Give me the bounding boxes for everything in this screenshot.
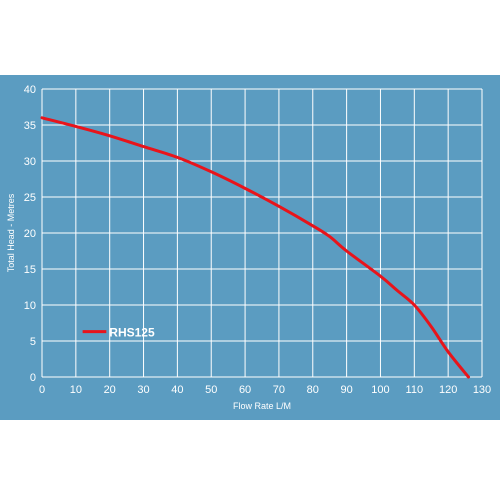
x-axis-ticks: 0 10 20 30 40 50 60 70 80 90 100 110 120 130: [39, 384, 491, 396]
y-tick-label-40: 40: [24, 84, 36, 96]
x-tick-label-80: 80: [307, 384, 319, 396]
x-tick-label-20: 20: [104, 384, 116, 396]
y-tick-label-15: 15: [24, 264, 36, 276]
y-tick-label-5: 5: [30, 336, 36, 348]
x-tick-label-50: 50: [205, 384, 217, 396]
x-tick-label-100: 100: [371, 384, 389, 396]
series-line-0: [40, 116, 470, 379]
series-group: [40, 116, 470, 379]
legend-label: RHS125: [109, 326, 155, 340]
y-tick-label-10: 10: [24, 300, 36, 312]
grid-lines: [41, 88, 483, 378]
x-tick-label-10: 10: [70, 384, 82, 396]
x-tick-label-90: 90: [340, 384, 352, 396]
x-tick-label-110: 110: [406, 384, 424, 396]
x-tick-label-120: 120: [439, 384, 457, 396]
x-tick-label-30: 30: [137, 384, 149, 396]
y-axis-ticks: 0 5 10 15 20 25 30 35 40: [24, 84, 36, 384]
x-tick-label-0: 0: [39, 384, 45, 396]
y-tick-label-30: 30: [24, 156, 36, 168]
y-tick-label-35: 35: [24, 120, 36, 132]
y-tick-label-25: 25: [24, 192, 36, 204]
x-tick-label-70: 70: [273, 384, 285, 396]
line-chart: 0 5 10 15 20 25 30 35 40 0 10 20 30 40 50 60 70 80 90 100 1…: [6, 84, 491, 411]
legend: RHS125: [82, 326, 155, 340]
x-axis-title: Flow Rate L/M: [233, 401, 291, 411]
y-tick-label-0: 0: [30, 372, 36, 384]
x-tick-label-130: 130: [473, 384, 491, 396]
y-tick-label-20: 20: [24, 228, 36, 240]
x-tick-label-40: 40: [171, 384, 183, 396]
y-axis-title: Total Head - Metres: [6, 193, 16, 272]
chart-panel: 0 5 10 15 20 25 30 35 40 0 10 20 30 40 50 60 70 80 90 100 1…: [0, 75, 500, 420]
x-tick-label-60: 60: [239, 384, 251, 396]
